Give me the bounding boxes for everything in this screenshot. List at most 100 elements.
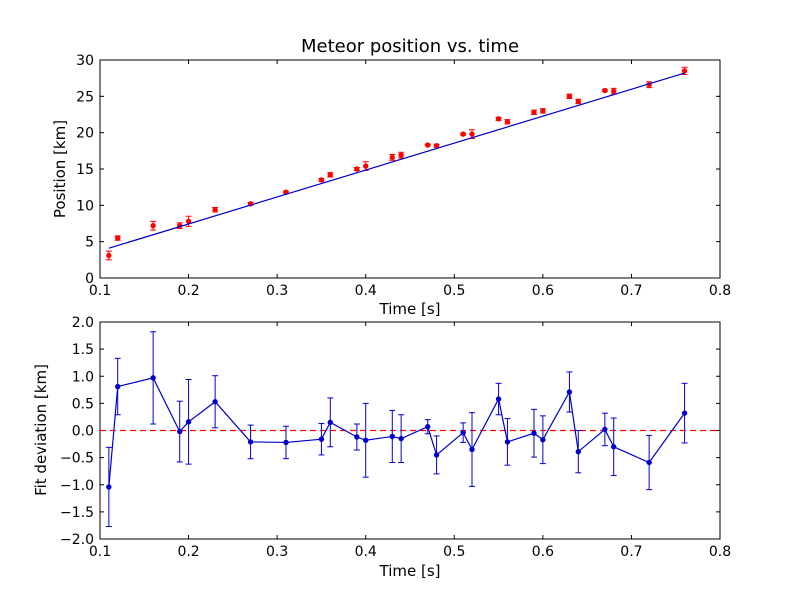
top-plot-frame [99, 59, 721, 279]
top-data-point [566, 93, 573, 100]
bottom-data-point [185, 419, 192, 425]
bottom-data-point [425, 424, 431, 430]
top-y-tick-label: 20 [76, 126, 94, 142]
top-y-tick-label: 15 [76, 162, 94, 178]
top-ticks: 0.1 0.2 0.3 0.4 0.5 0.6 0.7 0.8 0 5 10 15 20 25 30 [76, 53, 731, 299]
bottom-data-point [504, 439, 511, 445]
bottom-data-point [469, 446, 475, 453]
bottom-y-tick-label: −2.0 [60, 532, 94, 548]
bottom-data-point [283, 439, 289, 446]
top-data-point [398, 152, 404, 158]
bottom-data-point [495, 396, 502, 402]
top-y-tick-label: 5 [85, 235, 94, 251]
bottom-data-point [212, 399, 218, 405]
bottom-data-point [540, 437, 546, 443]
top-data-point [681, 68, 688, 74]
top-data-point [212, 206, 218, 213]
top-y-tick-label: 0 [85, 271, 94, 287]
bottom-data-point [363, 437, 369, 443]
bottom-y-tick-label: −0.5 [60, 451, 94, 467]
top-x-tick-label: 0.8 [709, 283, 731, 299]
top-y-tick-label: 30 [76, 53, 94, 69]
top-data-point [460, 131, 466, 137]
bottom-x-tick-label: 0.3 [266, 544, 288, 560]
top-data-point [469, 131, 475, 137]
top-data-point [495, 116, 502, 122]
top-y-tick-label: 10 [76, 198, 94, 214]
top-data-point [354, 166, 360, 172]
bottom-x-tick-label: 0.1 [89, 544, 111, 560]
top-data-point [602, 87, 608, 94]
bottom-data-point [575, 448, 581, 455]
top-data-point [327, 172, 333, 178]
top-x-tick-label: 0.6 [532, 283, 554, 299]
bottom-x-tick-label: 0.2 [177, 544, 199, 560]
top-y-axis-label: Position [km] [51, 120, 69, 218]
bottom-data-point [398, 435, 404, 442]
bottom-data-point [115, 383, 121, 390]
bottom-data-point [177, 428, 183, 435]
bottom-x-tick-label: 0.4 [355, 544, 377, 560]
top-data-point [389, 154, 395, 161]
bottom-data-point [150, 375, 156, 381]
top-data-point [363, 163, 369, 169]
deviation-line [108, 377, 686, 487]
bottom-plot-frame [99, 321, 721, 540]
bottom-data-point [433, 452, 440, 458]
bottom-x-tick-label: 0.8 [709, 544, 731, 560]
bottom-panel: 0.1 0.2 0.3 0.4 0.5 0.6 0.7 0.8 −2.0 −1.5 −1.0 −0.5… [32, 315, 731, 580]
bottom-y-tick-label: 1.0 [72, 369, 94, 385]
top-data-point [150, 222, 156, 229]
bottom-x-tick-label: 0.5 [443, 544, 465, 560]
bottom-y-tick-label: 1.5 [72, 342, 94, 358]
bottom-data-point [106, 484, 112, 490]
top-x-tick-label: 0.4 [355, 283, 377, 299]
top-y-tick-label: 25 [76, 89, 94, 105]
top-data-point [575, 98, 581, 105]
top-x-tick-label: 0.2 [177, 283, 199, 299]
bottom-y-tick-label: 0.0 [72, 424, 94, 440]
bottom-y-axis-label: Fit deviation [km] [32, 364, 50, 496]
top-data-point [504, 119, 511, 125]
bottom-x-axis-label: Time [s] [379, 562, 441, 580]
fit-line [108, 72, 685, 249]
top-plot-area [100, 60, 720, 278]
bottom-y-tick-label: 0.5 [72, 396, 94, 412]
bottom-data-marks [100, 331, 720, 528]
bottom-data-point [389, 433, 395, 440]
top-x-tick-label: 0.5 [443, 283, 465, 299]
top-data-point [185, 218, 192, 225]
bottom-x-tick-label: 0.6 [532, 544, 554, 560]
bottom-data-point [646, 459, 652, 466]
bottom-data-point [327, 419, 333, 426]
top-data-marks [105, 66, 688, 261]
bottom-ticks: 0.1 0.2 0.3 0.4 0.5 0.6 0.7 0.8 −2.0 −1.5 −1.0 −0.5… [60, 315, 731, 560]
bottom-data-point [602, 426, 608, 433]
top-data-point [433, 143, 440, 149]
bottom-y-tick-label: −1.5 [60, 505, 94, 521]
bottom-x-tick-label: 0.7 [620, 544, 642, 560]
top-panel: 0.1 0.2 0.3 0.4 0.5 0.6 0.7 0.8 0 5 10 15 20 25 30 Met… [51, 36, 731, 318]
bottom-y-tick-label: 2.0 [72, 315, 94, 331]
top-data-point [531, 109, 537, 116]
bottom-data-point [611, 444, 617, 450]
top-data-point [318, 177, 325, 183]
top-x-axis-label: Time [s] [379, 300, 441, 318]
bottom-data-point [354, 434, 360, 440]
bottom-data-point [681, 410, 688, 416]
top-data-point [115, 235, 121, 241]
top-x-tick-label: 0.7 [620, 283, 642, 299]
top-data-point [540, 108, 546, 114]
top-chart-title: Meteor position vs. time [301, 36, 519, 57]
bottom-data-point [247, 439, 254, 445]
top-data-point [106, 252, 112, 259]
bottom-data-point [531, 430, 537, 436]
top-data-point [425, 142, 431, 148]
top-x-tick-label: 0.1 [89, 283, 111, 299]
bottom-y-tick-label: −1.0 [60, 478, 94, 494]
top-x-tick-label: 0.3 [266, 283, 288, 299]
bottom-data-point [460, 429, 466, 436]
top-data-point [611, 88, 617, 94]
bottom-data-point [318, 436, 325, 442]
